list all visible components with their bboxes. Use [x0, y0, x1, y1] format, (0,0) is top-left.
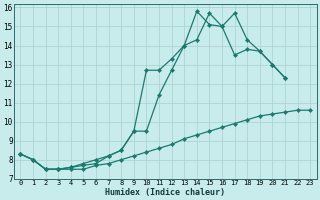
- X-axis label: Humidex (Indice chaleur): Humidex (Indice chaleur): [105, 188, 225, 197]
